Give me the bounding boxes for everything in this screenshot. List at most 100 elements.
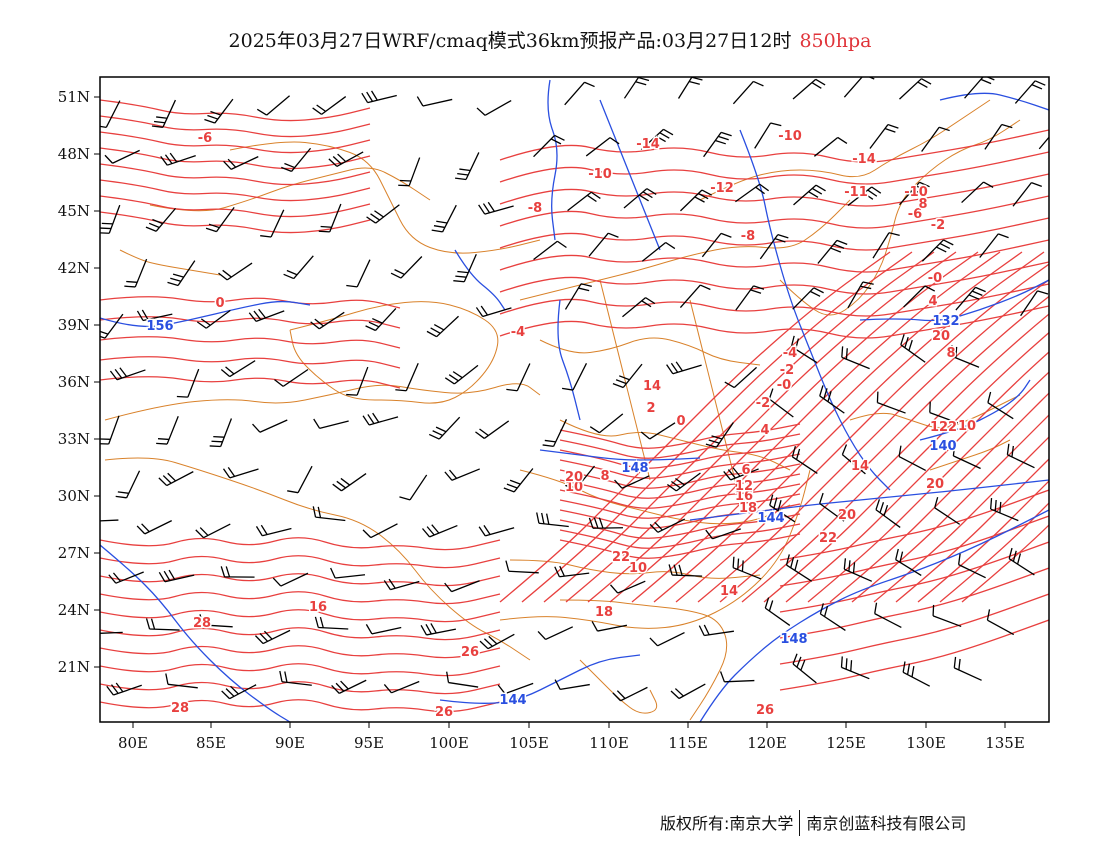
temperature-contour: [851, 414, 1049, 603]
wind-barb-feather: [750, 289, 762, 294]
wind-barb: [899, 181, 930, 206]
wind-barb-feather: [431, 229, 443, 233]
wind-barb-feather: [705, 443, 717, 448]
wind-barb-feather: [313, 418, 321, 429]
wind-barb-feather: [158, 571, 166, 583]
wind-barb-shaft: [297, 465, 313, 493]
temperature-label: 6: [741, 463, 750, 478]
temperature-label: 12: [930, 420, 948, 435]
wind-barb-feather: [204, 118, 216, 124]
wind-barb-feather: [852, 562, 856, 574]
map-frame: [99, 76, 1050, 723]
wind-barb: [274, 368, 309, 387]
wind-barb: [218, 262, 253, 281]
wind-barb-feather: [163, 570, 171, 581]
temperature-contour: [100, 163, 371, 186]
wind-barb-feather: [365, 325, 376, 332]
wind-barb-feather: [100, 125, 107, 128]
wind-barb: [955, 286, 986, 311]
height-label: 144: [757, 511, 784, 526]
wind-barb-feather: [211, 440, 223, 443]
wind-barb: [670, 683, 706, 700]
lon-label: 125E: [826, 734, 866, 752]
wind-barb: [100, 313, 124, 339]
wind-barb: [698, 624, 734, 637]
lon-label: 115E: [668, 734, 708, 752]
wind-barb-feather: [475, 307, 484, 317]
wind-barb-shaft: [843, 77, 863, 98]
wind-barb: [929, 401, 959, 424]
wind-barb-feather: [701, 189, 713, 196]
wind-barb-feather: [230, 685, 239, 695]
wind-barb-feather: [666, 483, 677, 492]
wind-barb: [1012, 181, 1042, 207]
height-contour: [539, 449, 701, 461]
wind-barb-feather: [390, 272, 402, 279]
wind-barb-feather: [287, 490, 299, 494]
wind-barb-feather: [957, 553, 961, 565]
wind-barb-feather: [1031, 181, 1042, 187]
wind-barb-feather: [196, 321, 207, 329]
wind-barb-feather: [556, 240, 567, 249]
wind-barb-feather: [416, 96, 424, 107]
wind-barb-shaft: [338, 679, 367, 694]
wind-barb: [847, 186, 882, 206]
wind-barb-feather: [666, 364, 674, 375]
wind-barb: [124, 258, 148, 288]
temperature-contour: [559, 473, 801, 499]
wind-barb-feather: [609, 137, 620, 145]
wind-barb: [310, 311, 345, 330]
temperature-label: -0: [928, 271, 942, 286]
wind-barb-feather: [433, 225, 445, 229]
wind-barb-feather: [115, 495, 127, 499]
temperature-label: 4: [760, 423, 769, 438]
wind-barb: [136, 520, 172, 535]
boundary-line: [289, 301, 499, 404]
wind-barb-feather: [336, 480, 346, 489]
wind-barb-shaft: [841, 454, 866, 475]
wind-barb: [640, 128, 674, 151]
wind-barb: [220, 566, 255, 578]
wind-barb: [876, 391, 906, 414]
wind-barb-feather: [554, 134, 565, 141]
height-label: 156: [146, 319, 173, 334]
wind-barb-feather: [310, 321, 320, 330]
wind-barb-shaft: [375, 307, 397, 331]
wind-barb-feather: [554, 566, 560, 577]
wind-barb-shaft: [335, 574, 366, 579]
wind-barb: [732, 80, 764, 105]
wind-barb-feather: [895, 548, 899, 560]
wind-barb-shaft: [649, 422, 676, 440]
wind-barb-feather: [675, 478, 685, 486]
height-contour: [739, 129, 891, 491]
wind-barb: [588, 517, 623, 529]
wind-barb: [649, 631, 685, 647]
wind-barb: [145, 207, 177, 232]
wind-barb: [533, 134, 565, 158]
temperature-contour: [785, 351, 1049, 603]
wind-barb-shaft: [617, 580, 646, 594]
wind-barb-feather: [884, 127, 896, 133]
wind-barb-feather: [141, 523, 150, 533]
wind-barb-feather: [694, 73, 705, 76]
wind-barb: [585, 137, 620, 157]
wind-barb: [932, 604, 962, 628]
temperature-label: 0: [215, 296, 224, 311]
wind-barb: [641, 241, 676, 262]
wind-barb: [1014, 80, 1046, 104]
temperature-label: -4: [783, 346, 797, 361]
wind-barb-shaft: [961, 181, 984, 204]
boundary-line: [104, 457, 531, 661]
temperature-contour: [587, 251, 979, 603]
wind-barb-feather: [703, 624, 710, 636]
wind-barb-shaft: [356, 366, 369, 396]
wind-barb-feather: [1001, 123, 1013, 129]
wind-barb-feather: [732, 556, 735, 568]
wind-barb-shaft: [100, 631, 123, 634]
wind-barb: [195, 523, 231, 539]
wind-barb-shaft: [220, 418, 233, 447]
wind-barb-feather: [371, 90, 378, 101]
wind-barb-shaft: [266, 95, 290, 116]
wind-barb-feather: [222, 269, 232, 278]
boundary-line: [849, 394, 1021, 428]
